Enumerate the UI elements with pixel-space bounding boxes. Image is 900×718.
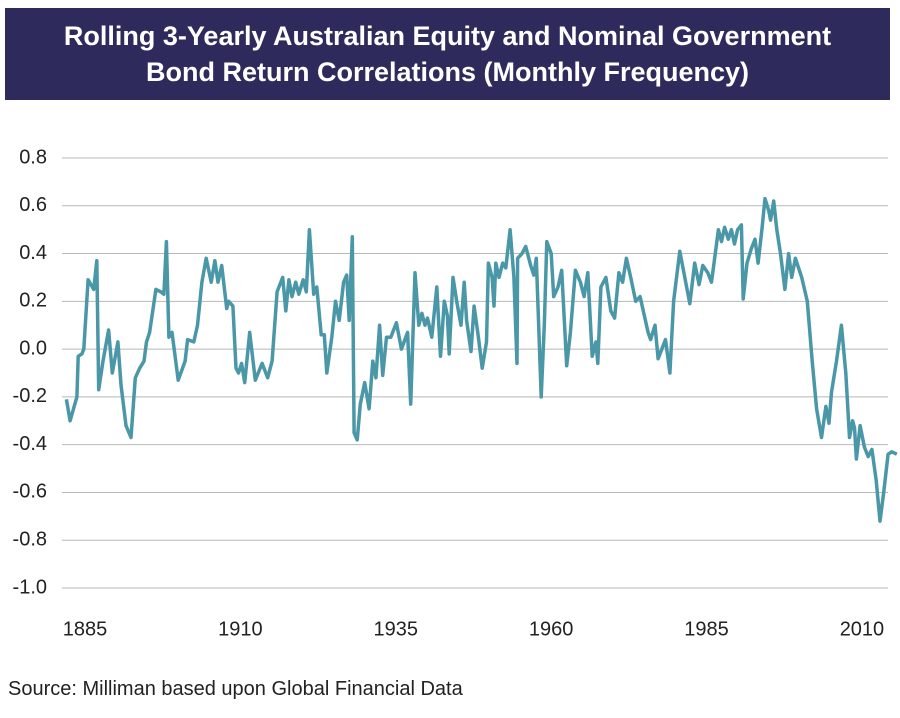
y-tick-label: -0.4 xyxy=(13,433,47,455)
x-tick-label: 1910 xyxy=(218,618,263,640)
y-tick-label: 0.8 xyxy=(19,146,47,168)
y-tick-label: -0.2 xyxy=(13,385,47,407)
y-tick-label: 0.0 xyxy=(19,337,47,359)
y-tick-label: -0.8 xyxy=(13,529,47,551)
y-tick-label: -1.0 xyxy=(13,576,47,598)
x-tick-label: 1960 xyxy=(529,618,574,640)
chart-title: Rolling 3-Yearly Australian Equity and N… xyxy=(5,8,890,100)
x-tick-label: 2010 xyxy=(840,618,885,640)
data-line xyxy=(64,196,898,523)
y-tick-label: 0.6 xyxy=(19,194,47,216)
source-note: Source: Milliman based upon Global Finan… xyxy=(8,678,463,700)
x-tick-label: 1935 xyxy=(374,618,419,640)
x-tick-label: 1885 xyxy=(63,618,108,640)
y-tick-label: 0.2 xyxy=(19,290,47,312)
y-tick-label: -0.6 xyxy=(13,481,47,503)
y-tick-label: 0.4 xyxy=(19,242,47,264)
x-tick-label: 1985 xyxy=(684,618,729,640)
